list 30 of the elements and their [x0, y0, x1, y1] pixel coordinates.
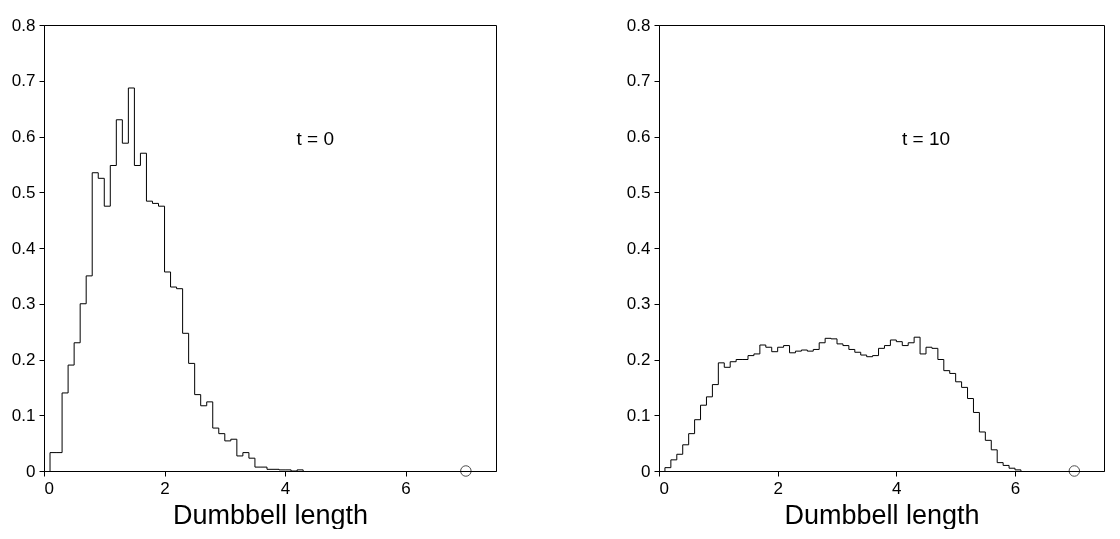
x-axis-title: Dumbbell length	[784, 499, 980, 530]
x-axis-title: Dumbbell length	[172, 499, 369, 530]
annotation: t = 0	[296, 128, 334, 149]
x-tick-label: 2	[773, 478, 783, 498]
y-tick-label: 0.8	[626, 15, 651, 35]
y-tick-label: 0.4	[11, 238, 36, 258]
x-tick-label: 2	[160, 478, 170, 498]
y-tick-label: 0.8	[11, 15, 36, 35]
y-tick-label: 0	[641, 461, 651, 481]
y-tick-label: 0.1	[11, 405, 36, 425]
y-tick-label: 0.1	[626, 405, 651, 425]
y-tick-label: 0.2	[626, 350, 651, 369]
y-tick-label: 0.6	[626, 127, 651, 146]
y-tick-label: 0.3	[626, 294, 651, 314]
y-tick-label: 0.5	[626, 182, 651, 202]
x-tick-label: 6	[1010, 478, 1021, 498]
x-tick-label: 4	[280, 478, 291, 498]
x-tick-label: 0	[44, 478, 54, 498]
y-tick-label: 0.4	[626, 238, 651, 258]
x-tick-label: 0	[659, 478, 669, 498]
y-tick-label: 0.5	[11, 182, 36, 202]
y-tick-label: 0.7	[626, 71, 651, 91]
x-tick-label: 6	[401, 478, 411, 498]
x-tick-label: 4	[892, 478, 902, 498]
y-tick-label: 0.2	[11, 350, 36, 369]
y-tick-label: 0.3	[11, 294, 36, 314]
y-tick-label: 0.7	[11, 71, 36, 91]
y-tick-label: 0	[26, 461, 36, 481]
annotation: t = 10	[901, 128, 951, 149]
y-tick-label: 0.6	[11, 127, 36, 146]
